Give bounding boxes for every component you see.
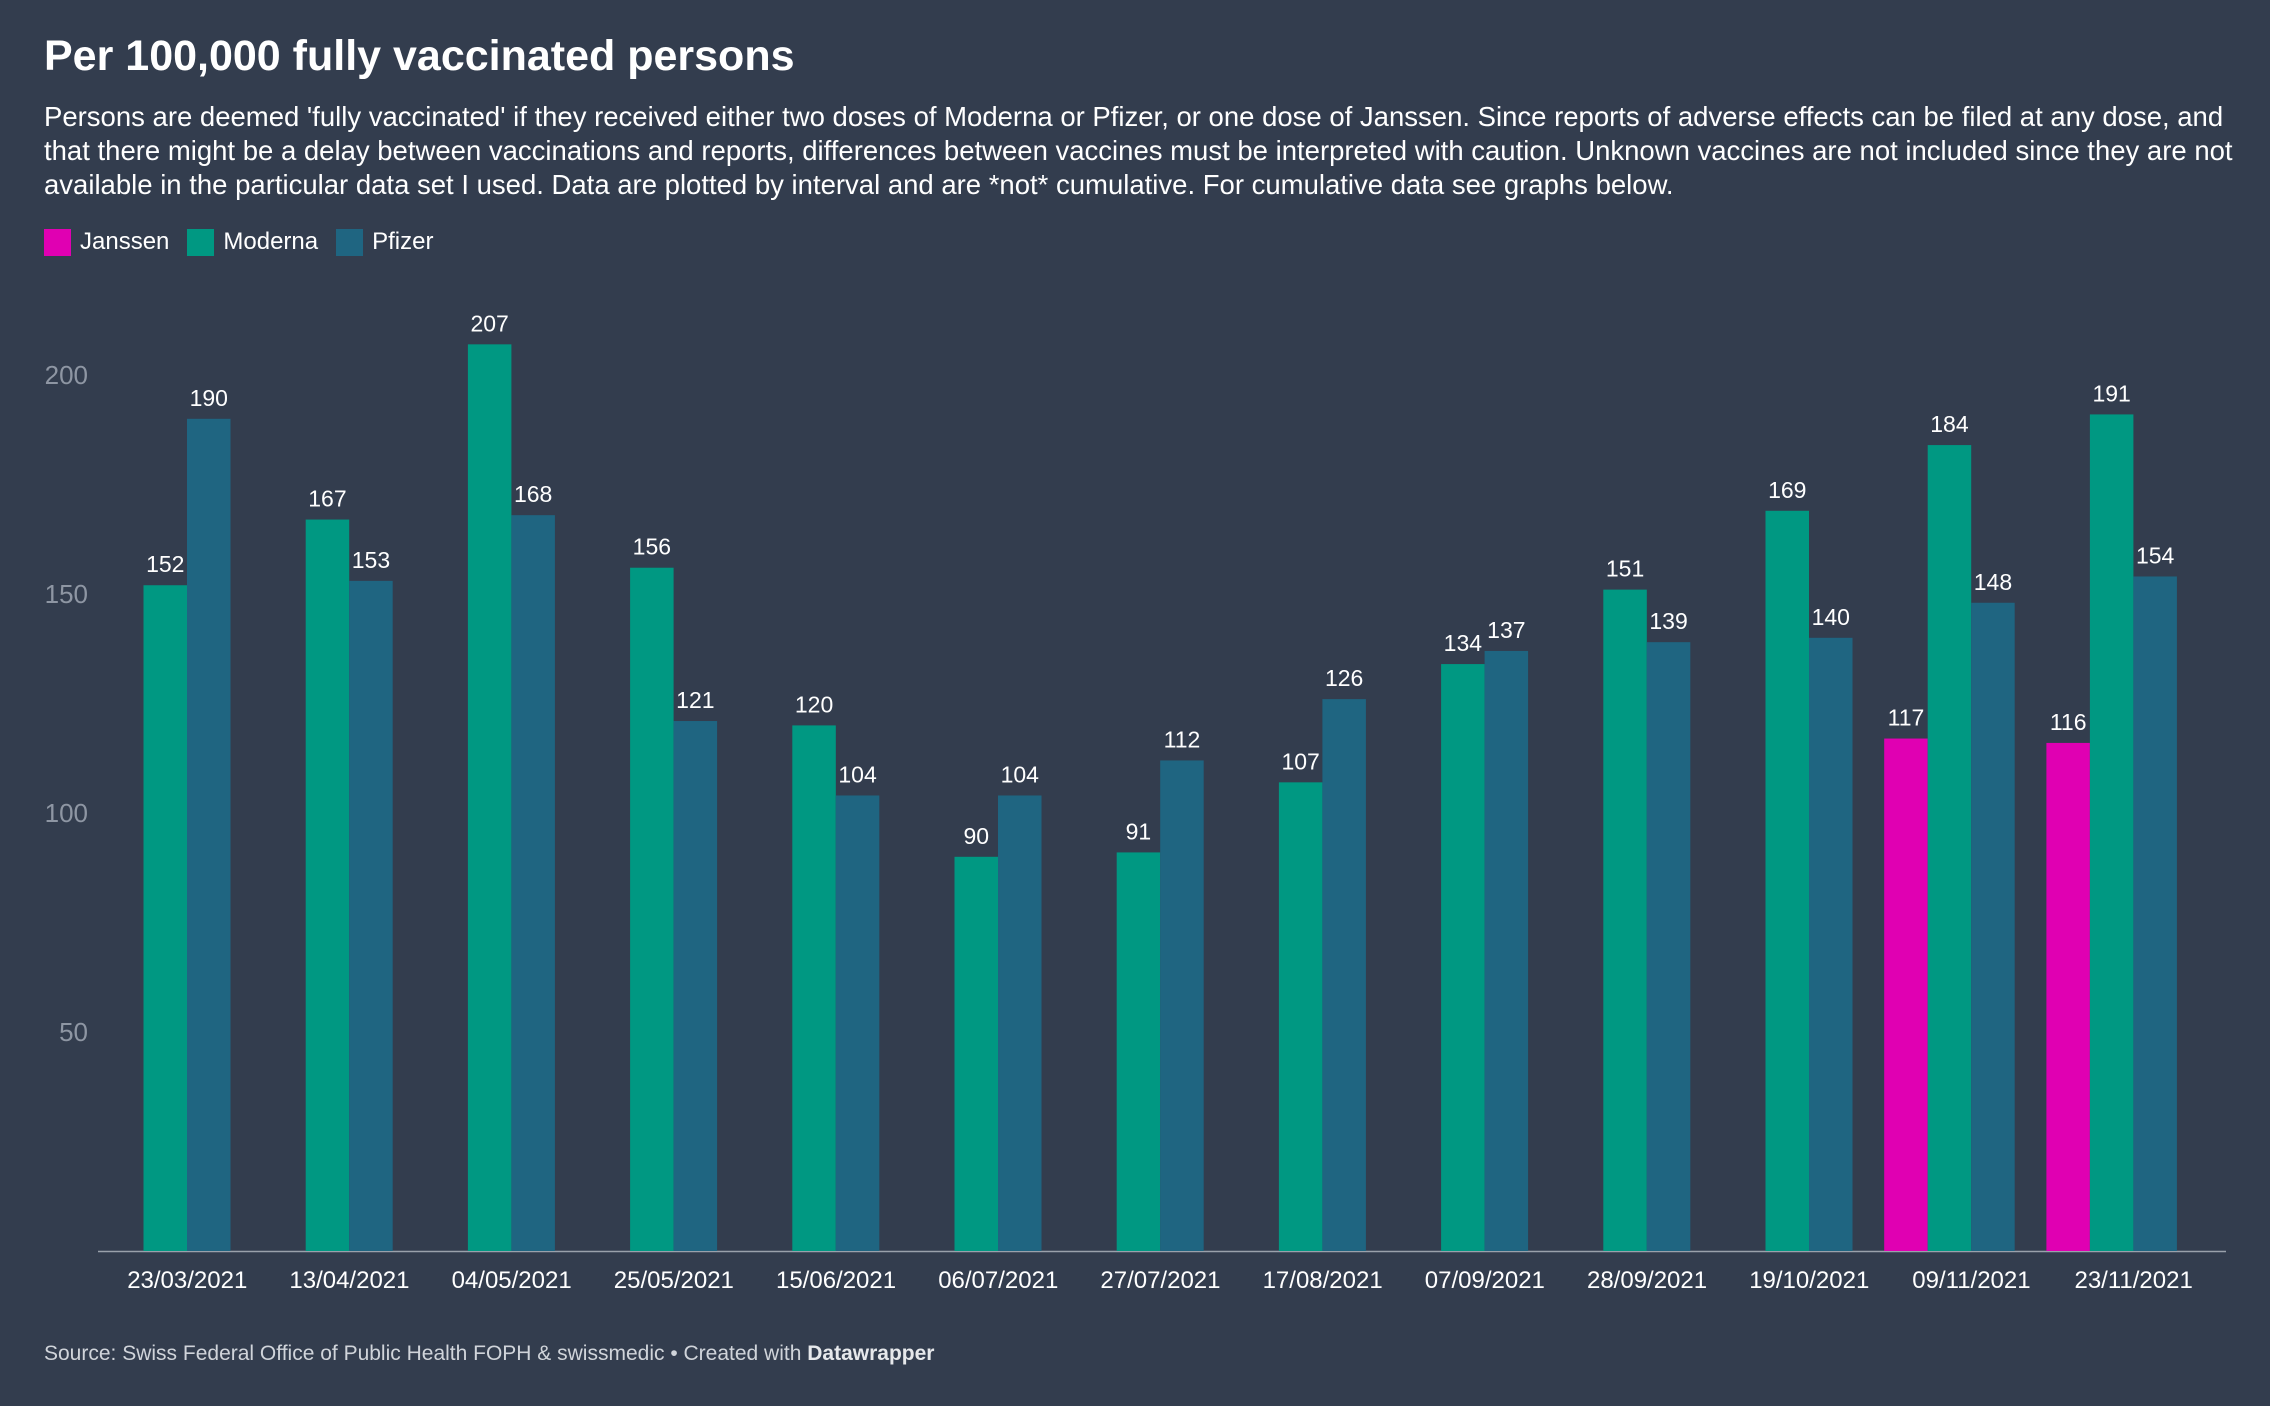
x-tick-label-11: 09/11/2021 (1912, 1267, 2030, 1294)
bar-moderna-11 (1927, 445, 1972, 1252)
bar-moderna-3 (630, 567, 674, 1251)
legend-item-moderna: Moderna (187, 228, 318, 256)
bar-moderna-10 (1765, 510, 1809, 1251)
y-tick-label-200: 200 (45, 360, 88, 390)
data-label-moderna-6: 91 (1126, 818, 1152, 844)
bar-pfizer-11 (1971, 602, 2015, 1251)
y-tick-label-150: 150 (45, 579, 88, 609)
x-tick-label-8: 07/09/2021 (1425, 1267, 1545, 1294)
footer-brand: Datawrapper (807, 1342, 935, 1365)
bar-pfizer-4 (835, 795, 880, 1251)
legend-label-janssen: Janssen (80, 228, 170, 255)
data-label-pfizer-2: 168 (514, 481, 552, 507)
chart-title: Per 100,000 fully vaccinated persons (44, 32, 795, 80)
y-tick-label-50: 50 (59, 1017, 88, 1047)
bar-pfizer-5 (998, 795, 1042, 1251)
data-label-pfizer-6: 112 (1164, 726, 1201, 752)
bar-pfizer-7 (1322, 699, 1366, 1251)
x-tick-label-0: 23/03/2021 (127, 1267, 247, 1294)
data-label-moderna-5: 90 (963, 823, 989, 849)
bar-janssen-12 (2046, 742, 2090, 1251)
data-label-pfizer-3: 121 (676, 687, 714, 713)
bar-moderna-4 (792, 725, 836, 1251)
data-label-moderna-10: 169 (1768, 477, 1806, 503)
bar-moderna-7 (1278, 782, 1323, 1251)
x-tick-label-9: 28/09/2021 (1587, 1267, 1707, 1294)
legend-swatch-janssen (44, 228, 71, 256)
y-tick-label-100: 100 (45, 798, 88, 828)
legend-swatch-pfizer (336, 228, 364, 256)
footer: Source: Swiss Federal Office of Public H… (44, 1342, 934, 1366)
data-label-moderna-11: 184 (1930, 411, 1969, 437)
bar-pfizer-12 (2133, 576, 2177, 1251)
bar-moderna-1 (305, 519, 350, 1251)
legend-label-moderna: Moderna (223, 228, 319, 255)
bar-pfizer-3 (673, 721, 718, 1251)
bar-pfizer-10 (1809, 637, 1853, 1251)
legend-item-pfizer: Pfizer (336, 228, 433, 256)
data-label-moderna-2: 207 (470, 310, 508, 336)
data-label-pfizer-11: 148 (1974, 569, 2012, 595)
data-label-pfizer-12: 154 (2136, 542, 2175, 568)
bar-pfizer-6 (1160, 760, 1204, 1251)
x-tick-label-7: 17/08/2021 (1263, 1267, 1383, 1294)
bar-moderna-8 (1441, 664, 1485, 1251)
bar-pfizer-9 (1646, 642, 1691, 1251)
bar-moderna-12 (2089, 414, 2134, 1251)
x-tick-label-1: 13/04/2021 (289, 1267, 409, 1294)
data-label-pfizer-4: 104 (838, 761, 877, 787)
x-tick-label-2: 04/05/2021 (452, 1267, 572, 1294)
bar-pfizer-8 (1484, 650, 1529, 1251)
data-label-janssen-11: 117 (1888, 705, 1925, 731)
data-label-moderna-12: 191 (2092, 380, 2130, 406)
x-tick-label-10: 19/10/2021 (1749, 1267, 1869, 1294)
data-label-pfizer-7: 126 (1325, 665, 1363, 691)
x-tick-label-3: 25/05/2021 (614, 1267, 734, 1294)
x-tick-label-4: 15/06/2021 (776, 1267, 896, 1294)
bar-pfizer-2 (511, 515, 555, 1251)
bar-moderna-5 (954, 856, 998, 1251)
data-label-moderna-7: 107 (1281, 748, 1319, 774)
data-label-moderna-1: 167 (308, 486, 346, 512)
data-label-moderna-8: 134 (1444, 630, 1483, 656)
legend-label-pfizer: Pfizer (372, 228, 434, 255)
x-tick-label-5: 06/07/2021 (938, 1267, 1058, 1294)
footer-source: Source: Swiss Federal Office of Public H… (44, 1342, 808, 1365)
bar-janssen-11 (1884, 738, 1928, 1251)
bar-pfizer-1 (349, 580, 393, 1251)
x-tick-label-6: 27/07/2021 (1100, 1267, 1220, 1294)
data-label-pfizer-10: 140 (1812, 604, 1850, 630)
bar-moderna-0 (143, 585, 187, 1251)
data-label-pfizer-9: 139 (1649, 608, 1687, 634)
x-tick-label-12: 23/11/2021 (2074, 1267, 2192, 1294)
data-label-moderna-4: 120 (795, 691, 833, 717)
bar-moderna-9 (1603, 589, 1647, 1251)
data-label-pfizer-8: 137 (1487, 617, 1525, 643)
data-label-janssen-12: 116 (2050, 709, 2087, 735)
bar-moderna-2 (467, 344, 512, 1252)
data-label-moderna-9: 151 (1606, 556, 1644, 582)
data-label-moderna-3: 156 (633, 534, 671, 560)
legend-item-janssen: Janssen (44, 228, 169, 256)
legend: Janssen Moderna Pfizer (44, 228, 437, 256)
legend-swatch-moderna (187, 228, 215, 256)
chart-subtitle: Persons are deemed 'fully vaccinated' if… (44, 101, 2233, 200)
data-label-pfizer-0: 190 (190, 385, 228, 411)
data-label-moderna-0: 152 (146, 551, 184, 577)
data-label-pfizer-1: 153 (352, 547, 390, 573)
bar-moderna-6 (1116, 852, 1161, 1251)
data-label-pfizer-5: 104 (1001, 761, 1040, 787)
bar-pfizer-0 (187, 418, 231, 1251)
